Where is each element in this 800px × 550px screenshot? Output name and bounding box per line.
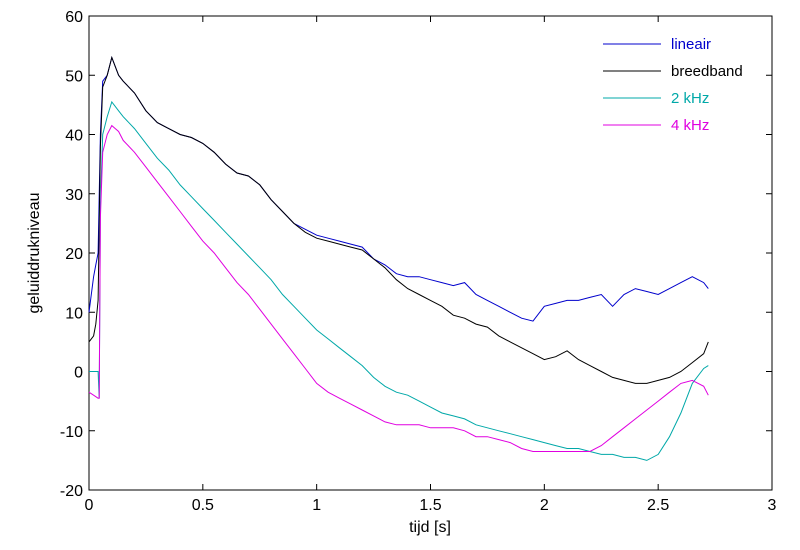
series-line-breedband bbox=[88, 55, 709, 384]
plot-area bbox=[88, 15, 773, 491]
y-tick-label: 50 bbox=[65, 68, 83, 85]
x-tick-label: 0 bbox=[85, 497, 94, 514]
legend-label-breedband: breedband bbox=[671, 63, 743, 80]
x-tick-label: 3 bbox=[768, 497, 777, 514]
legend-label-lineair: lineair bbox=[671, 36, 711, 53]
x-axis-label: tijd [s] bbox=[409, 519, 451, 536]
y-tick-label: 20 bbox=[65, 246, 83, 263]
x-tick-label: 2 bbox=[540, 497, 549, 514]
series-line-4-khz bbox=[88, 124, 709, 452]
legend-label-4-khz: 4 kHz bbox=[671, 117, 709, 134]
y-axis-label: geluiddrukniveau bbox=[26, 193, 43, 314]
y-tick-label: 60 bbox=[65, 9, 83, 26]
y-tick-label: -20 bbox=[60, 483, 83, 500]
x-tick-label: 2.5 bbox=[647, 497, 669, 514]
legend: lineair breedband 2 kHz 4 kHz bbox=[603, 36, 743, 134]
x-tick-label: 1.5 bbox=[419, 497, 441, 514]
y-tick-label: 40 bbox=[65, 128, 83, 145]
y-tick-label: 30 bbox=[65, 187, 83, 204]
series-lines bbox=[88, 55, 709, 461]
y-tick-label: 0 bbox=[74, 365, 83, 382]
series-line-2-khz bbox=[89, 100, 709, 461]
x-axis-ticks: 0 0.5 1 1.5 2 2.5 3 bbox=[85, 16, 777, 514]
x-tick-label: 0.5 bbox=[192, 497, 214, 514]
legend-label-2-khz: 2 kHz bbox=[671, 90, 709, 107]
y-tick-label: 10 bbox=[65, 305, 83, 322]
x-tick-label: 1 bbox=[312, 497, 321, 514]
y-tick-label: -10 bbox=[60, 424, 83, 441]
y-axis-ticks: -20 -10 0 10 20 30 40 50 60 bbox=[60, 9, 772, 500]
